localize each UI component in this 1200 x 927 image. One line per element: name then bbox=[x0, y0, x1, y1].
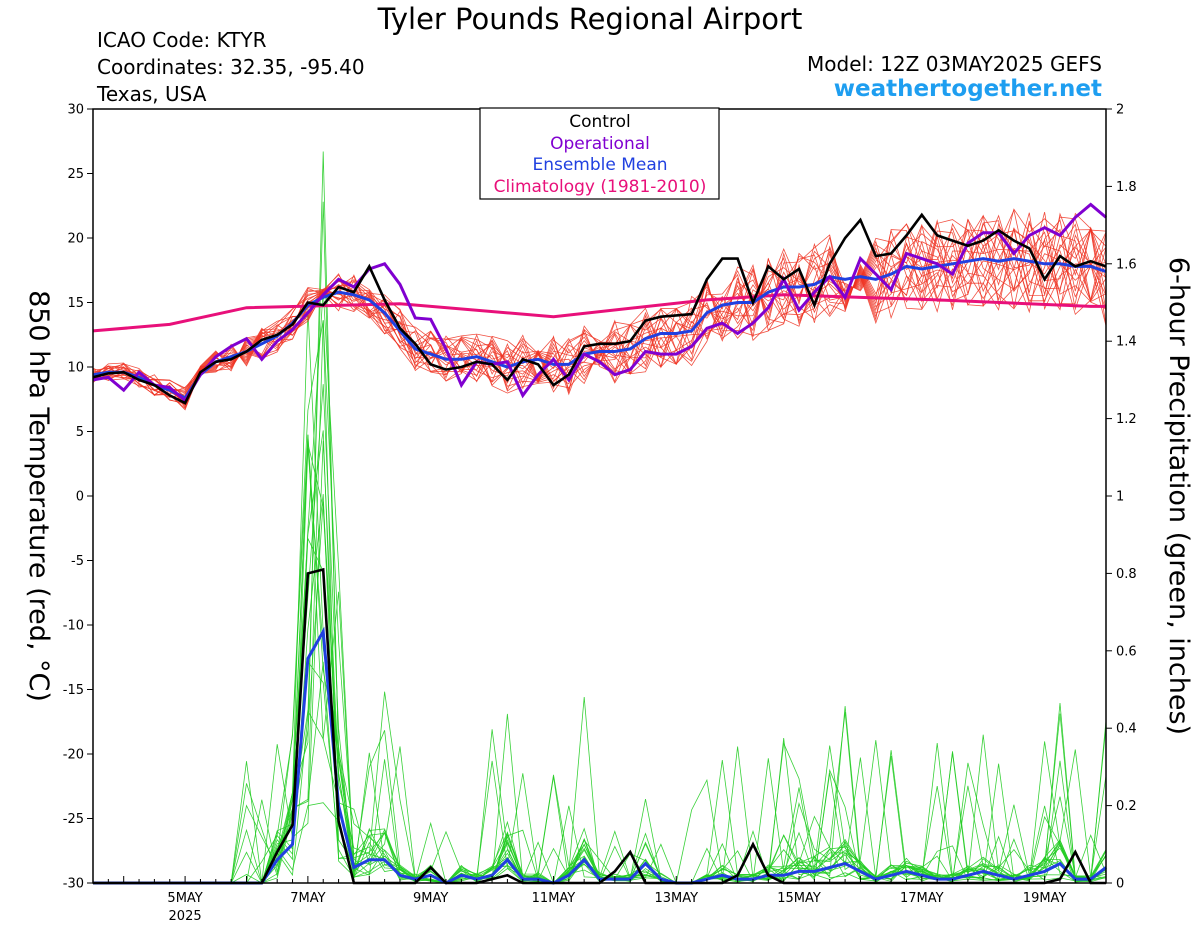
y-right-tick-label: 0.6 bbox=[1116, 644, 1137, 659]
x-tick-label: 15MAY bbox=[777, 891, 821, 906]
precip-member-line bbox=[93, 320, 1107, 884]
legend-climatology: Climatology (1981-2010) bbox=[494, 177, 707, 197]
precip-member-line bbox=[93, 384, 1107, 884]
legend-operational: Operational bbox=[550, 134, 650, 154]
precip-ensemble-mean-line bbox=[93, 626, 1107, 885]
y-right-tick-label: 2 bbox=[1116, 103, 1124, 118]
site-link[interactable]: weathertogether.net bbox=[833, 76, 1102, 102]
y-right-tick-label: 1.2 bbox=[1116, 412, 1137, 427]
x-tick-sublabel: 2025 bbox=[169, 909, 202, 924]
legend: Control Operational Ensemble Mean Climat… bbox=[479, 107, 720, 200]
temp-ensemble-mean-line bbox=[92, 257, 1107, 400]
temp-member-line bbox=[92, 218, 1107, 394]
legend-ensemble-mean: Ensemble Mean bbox=[532, 155, 667, 175]
y-left-tick-label: 25 bbox=[67, 167, 84, 182]
x-tick-label: 11MAY bbox=[532, 891, 576, 906]
y-left-tick-label: 0 bbox=[76, 490, 84, 505]
precip-member-line bbox=[93, 309, 1107, 885]
region-label: Texas, USA bbox=[97, 82, 207, 106]
y-left-tick-label: 30 bbox=[67, 103, 84, 118]
y-right-tick-label: 0 bbox=[1116, 877, 1124, 892]
precip-member-line bbox=[93, 320, 1107, 884]
y-left-tick-label: -25 bbox=[63, 812, 84, 827]
y-right-tick-label: 0.4 bbox=[1116, 722, 1137, 737]
y-right-tick-label: 1 bbox=[1116, 490, 1124, 505]
precip-member-line bbox=[93, 447, 1107, 884]
precip-member-line bbox=[93, 501, 1107, 884]
precip-member-lines bbox=[93, 151, 1107, 885]
climatology-line bbox=[92, 293, 1106, 333]
y-left-tick-label: 10 bbox=[67, 361, 84, 376]
main-series bbox=[92, 202, 1107, 885]
x-tick-label: 7MAY bbox=[290, 891, 325, 906]
y-left-tick-label: -5 bbox=[71, 554, 84, 569]
x-tick-label: 17MAY bbox=[900, 891, 944, 906]
precip-member-line bbox=[93, 709, 1107, 884]
temp-operational-line bbox=[92, 202, 1107, 403]
temp-member-line bbox=[92, 227, 1107, 403]
y-left-tick-label: -20 bbox=[63, 748, 84, 763]
precip-member-line bbox=[93, 434, 1107, 884]
precip-member-line bbox=[93, 538, 1107, 884]
precip-member-line bbox=[93, 440, 1107, 884]
model-label: Model: 12Z 03MAY2025 GEFS bbox=[807, 52, 1102, 76]
x-tick-label: 19MAY bbox=[1023, 891, 1067, 906]
axes: 302520151050-5-10-15-20-25-3021.81.61.41… bbox=[63, 103, 1137, 925]
y-left-tick-label: 15 bbox=[67, 296, 84, 311]
y-left-tick-label: 20 bbox=[67, 232, 84, 247]
coordinates: Coordinates: 32.35, -95.40 bbox=[97, 55, 365, 79]
temp-member-line bbox=[92, 220, 1107, 406]
y-axis-right-label: 6-hour Precipitation (green, inches) bbox=[1163, 257, 1194, 735]
y-right-tick-label: 1.6 bbox=[1116, 257, 1137, 272]
chart-title: Tyler Pounds Regional Airport bbox=[377, 2, 803, 36]
y-axis-left-label: 850 hPa Temperature (red, °C) bbox=[23, 290, 54, 702]
legend-box bbox=[479, 107, 720, 200]
legend-control: Control bbox=[569, 112, 630, 132]
precip-member-line bbox=[93, 443, 1107, 884]
x-tick-label: 13MAY bbox=[654, 891, 698, 906]
y-left-tick-label: -10 bbox=[63, 619, 84, 634]
y-right-tick-label: 0.2 bbox=[1116, 799, 1137, 814]
y-right-tick-label: 1.4 bbox=[1116, 335, 1137, 350]
precip-member-line bbox=[93, 494, 1107, 884]
x-tick-label: 5MAY bbox=[167, 891, 202, 906]
y-left-tick-label: 5 bbox=[76, 425, 84, 440]
icao-code: ICAO Code: KTYR bbox=[97, 28, 267, 52]
y-right-tick-label: 1.8 bbox=[1116, 180, 1137, 195]
precip-member-line bbox=[93, 434, 1107, 884]
y-left-tick-label: -30 bbox=[63, 877, 84, 892]
temp-member-line bbox=[92, 223, 1107, 411]
y-left-tick-label: -15 bbox=[63, 683, 84, 698]
temp-member-line bbox=[92, 214, 1107, 394]
x-tick-label: 9MAY bbox=[413, 891, 448, 906]
temp-control-line bbox=[92, 212, 1107, 405]
y-right-tick-label: 0.8 bbox=[1116, 567, 1137, 582]
